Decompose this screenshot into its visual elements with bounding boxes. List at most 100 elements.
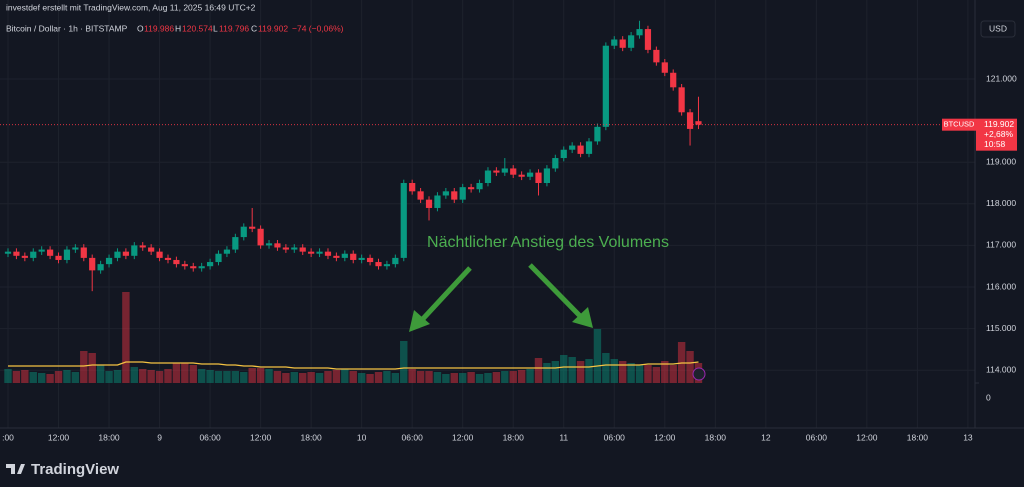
candle-body (611, 39, 618, 46)
x-tick-label: 06:00 (199, 432, 221, 442)
legend-c-label: C (251, 23, 257, 33)
volume-bar (37, 373, 46, 383)
candle-body (190, 266, 197, 269)
candle-body (409, 183, 416, 192)
volume-bar (560, 355, 568, 383)
volume-bar (248, 368, 256, 383)
alert-icon[interactable] (692, 367, 706, 381)
header: investdef erstellt mit TradingView.com, … (6, 2, 256, 12)
candle-body (47, 249, 54, 256)
legend-o: 119.986 (144, 23, 174, 33)
currency-button[interactable] (980, 20, 1016, 38)
candle-body (13, 251, 20, 256)
volume-bar (164, 369, 172, 383)
candle-body (4, 251, 12, 254)
volume-bar (147, 370, 155, 383)
volume-bar (214, 371, 223, 383)
candle-body (594, 126, 601, 142)
candle-body (400, 183, 407, 258)
candle-body (265, 243, 273, 246)
volume-bar (568, 357, 576, 383)
candle-body (535, 172, 542, 184)
candle-body (164, 257, 172, 260)
x-tick-label: 18:00 (503, 432, 525, 442)
candle-body (274, 243, 281, 248)
candle-body (678, 87, 685, 113)
volume-bar (130, 367, 139, 383)
x-tick-label: 12:00 (654, 432, 676, 442)
symbol-label: BTCUSD (944, 120, 975, 129)
candle-body (434, 195, 441, 208)
arrow (528, 263, 584, 320)
symbol-badge (942, 118, 976, 131)
volume-bar (155, 371, 164, 383)
volume-bar (383, 371, 391, 383)
volume-bar (408, 369, 416, 383)
x-tick-label: 13 (963, 432, 973, 442)
x-tick-label: 12 (761, 432, 771, 442)
currency[interactable]: USD (989, 23, 1007, 33)
candle-body (333, 255, 340, 258)
volume-bar (618, 361, 627, 383)
y-tick-label: 119.000 (986, 156, 1016, 166)
volume-bar (602, 353, 610, 383)
x-tick-label: 18:00 (300, 432, 322, 442)
y-tick-label: 115.000 (986, 323, 1016, 333)
candle-body (156, 251, 163, 258)
candle-body (383, 264, 391, 267)
candle-layer (4, 20, 702, 292)
candle-body (569, 145, 576, 150)
volume-bar (501, 371, 509, 383)
volume-bar (181, 363, 189, 383)
volume-bar (341, 369, 349, 383)
x-tick-label: 12:00 (250, 432, 272, 442)
candle-body (249, 226, 256, 229)
volume-bar (307, 372, 315, 383)
last-change: +2,68% (984, 129, 1014, 139)
candle-body (484, 170, 492, 184)
volume-bar (509, 371, 517, 383)
candle-body (173, 259, 180, 265)
volume-bar (652, 367, 661, 383)
countdown: 10:58 (984, 139, 1006, 149)
candle-body (89, 257, 96, 271)
candle-body (80, 247, 87, 258)
x-tick-label: 12:00 (452, 432, 474, 442)
volume-bar (223, 371, 231, 383)
volume-bar (391, 373, 400, 383)
volume-bar (324, 371, 332, 383)
x-tick-label: 06:00 (604, 432, 626, 442)
volume-bar (71, 372, 80, 383)
candle-body (299, 247, 306, 252)
volume-bar (576, 361, 585, 383)
volume-bar (416, 371, 425, 383)
volume-bar (467, 372, 475, 383)
candle-body (206, 262, 214, 267)
volume-bar (189, 365, 197, 383)
volume-bar (315, 373, 324, 383)
x-tick-label: 06:00 (402, 432, 424, 442)
volume-bar (517, 370, 526, 383)
candle-body (358, 257, 365, 260)
volume-bar (282, 373, 290, 383)
volume-bar (442, 374, 450, 383)
volume-bar (113, 370, 122, 383)
volume-bar (139, 369, 147, 383)
candle-body (392, 257, 399, 265)
candle-body (55, 255, 62, 260)
arrow-head (572, 307, 593, 328)
candle-body (552, 158, 559, 169)
logo-mark (6, 464, 25, 474)
legend-h: 120.574 (182, 23, 213, 33)
candle-body (459, 187, 466, 200)
candle-body (105, 257, 113, 265)
candle-body (30, 251, 37, 258)
candle-body (670, 72, 677, 88)
volume-bar (425, 371, 433, 383)
volume-bar (534, 358, 543, 383)
candle-body (232, 237, 239, 250)
candle-body (316, 251, 323, 254)
candle-body (425, 199, 433, 208)
